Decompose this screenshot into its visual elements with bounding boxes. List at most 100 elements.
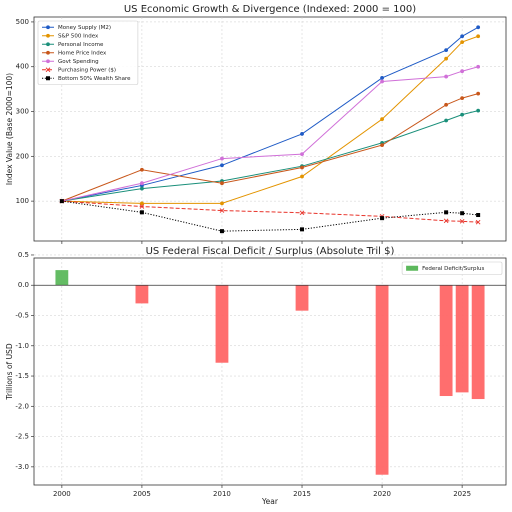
marker bbox=[139, 210, 144, 215]
marker bbox=[220, 156, 224, 161]
legend bbox=[401, 261, 503, 275]
x-tick-label: 2020 bbox=[373, 490, 391, 498]
x-tick-label: 2025 bbox=[453, 490, 471, 498]
bar bbox=[215, 285, 229, 363]
marker bbox=[444, 102, 449, 107]
bar bbox=[375, 285, 389, 475]
y-tick-label: -3.0 bbox=[15, 463, 29, 471]
marker bbox=[444, 118, 449, 123]
legend-marker bbox=[46, 33, 50, 38]
marker bbox=[380, 76, 384, 80]
marker bbox=[300, 227, 305, 232]
legend-marker bbox=[45, 67, 51, 73]
line bbox=[61, 93, 479, 202]
y-tick-label: 0.0 bbox=[18, 281, 29, 289]
chart-title: US Federal Fiscal Deficit / Surplus (Abs… bbox=[146, 246, 395, 257]
marker bbox=[59, 199, 64, 204]
x-tick-label: 2010 bbox=[213, 490, 231, 498]
legend-label: Govt Spending bbox=[58, 59, 99, 65]
marker bbox=[459, 218, 465, 224]
marker bbox=[460, 96, 465, 100]
legend-swatch bbox=[406, 265, 419, 271]
marker bbox=[140, 201, 144, 206]
bar bbox=[135, 285, 149, 304]
marker bbox=[476, 25, 481, 30]
x-tick-label: 2005 bbox=[133, 490, 151, 498]
marker bbox=[300, 152, 304, 156]
marker bbox=[460, 69, 465, 74]
x-tick-label: 2015 bbox=[293, 490, 311, 498]
marker bbox=[140, 181, 144, 186]
marker bbox=[300, 165, 304, 170]
marker bbox=[380, 117, 384, 122]
marker bbox=[476, 108, 481, 113]
marker bbox=[299, 210, 305, 216]
line bbox=[61, 200, 479, 232]
marker bbox=[444, 48, 449, 53]
x-tick-label: 2000 bbox=[53, 490, 71, 498]
marker bbox=[475, 219, 481, 225]
y-tick-label: -1.5 bbox=[15, 372, 29, 380]
line bbox=[61, 66, 479, 202]
plot-area bbox=[33, 257, 507, 486]
y-tick-label: -0.5 bbox=[15, 312, 29, 320]
chart-title: US Economic Growth & Divergence (Indexed… bbox=[124, 4, 416, 15]
legend-label: Home Price Index bbox=[58, 50, 107, 56]
legend-marker bbox=[46, 25, 50, 30]
y-tick-label: 0.5 bbox=[18, 251, 29, 259]
legend-marker bbox=[46, 50, 50, 55]
bar bbox=[471, 285, 485, 400]
marker bbox=[380, 216, 385, 221]
marker bbox=[220, 181, 224, 186]
y-tick-label: -2.5 bbox=[15, 433, 29, 441]
marker bbox=[460, 112, 465, 117]
marker bbox=[140, 186, 144, 191]
legend-label: S&P 500 Index bbox=[58, 33, 99, 39]
marker bbox=[220, 163, 224, 168]
marker bbox=[476, 91, 481, 96]
legend-marker bbox=[46, 42, 50, 47]
marker bbox=[139, 204, 145, 209]
y-axis-label: Index Value (Base 2000=100) bbox=[5, 73, 14, 185]
marker bbox=[380, 79, 384, 84]
legend-label: Money Supply (M2) bbox=[58, 25, 111, 31]
marker bbox=[380, 143, 384, 148]
legend-marker bbox=[46, 76, 50, 81]
marker bbox=[444, 56, 449, 61]
bar bbox=[295, 285, 309, 311]
y-tick-label: 400 bbox=[16, 63, 29, 71]
y-tick-label: 500 bbox=[16, 18, 29, 26]
marker bbox=[300, 174, 304, 179]
legend-marker bbox=[46, 59, 50, 64]
y-tick-label: -1.0 bbox=[15, 342, 29, 350]
bar bbox=[55, 270, 69, 286]
legend bbox=[37, 20, 139, 85]
marker bbox=[444, 74, 449, 79]
marker bbox=[476, 64, 481, 69]
marker bbox=[476, 213, 481, 218]
legend-label: Federal Deficit/Surplus bbox=[422, 266, 484, 272]
marker bbox=[444, 210, 449, 215]
line bbox=[61, 35, 479, 204]
marker bbox=[219, 208, 225, 213]
y-tick-label: 200 bbox=[16, 152, 29, 160]
marker bbox=[460, 211, 465, 216]
legend-label: Personal Income bbox=[58, 42, 104, 48]
bar bbox=[455, 285, 469, 393]
bar bbox=[439, 285, 453, 397]
marker bbox=[219, 229, 224, 234]
x-axis-label: Year bbox=[261, 497, 279, 506]
marker bbox=[476, 34, 481, 39]
marker bbox=[460, 40, 465, 44]
line bbox=[61, 110, 479, 202]
line bbox=[61, 200, 479, 223]
y-tick-label: 300 bbox=[16, 108, 29, 116]
legend-label: Bottom 50% Wealth Share bbox=[58, 76, 131, 82]
y-tick-label: -2.0 bbox=[15, 402, 29, 410]
marker bbox=[220, 201, 224, 206]
line bbox=[61, 26, 479, 202]
y-axis-label: Trillions of USD bbox=[5, 343, 14, 400]
marker bbox=[300, 132, 304, 136]
marker bbox=[460, 34, 465, 39]
